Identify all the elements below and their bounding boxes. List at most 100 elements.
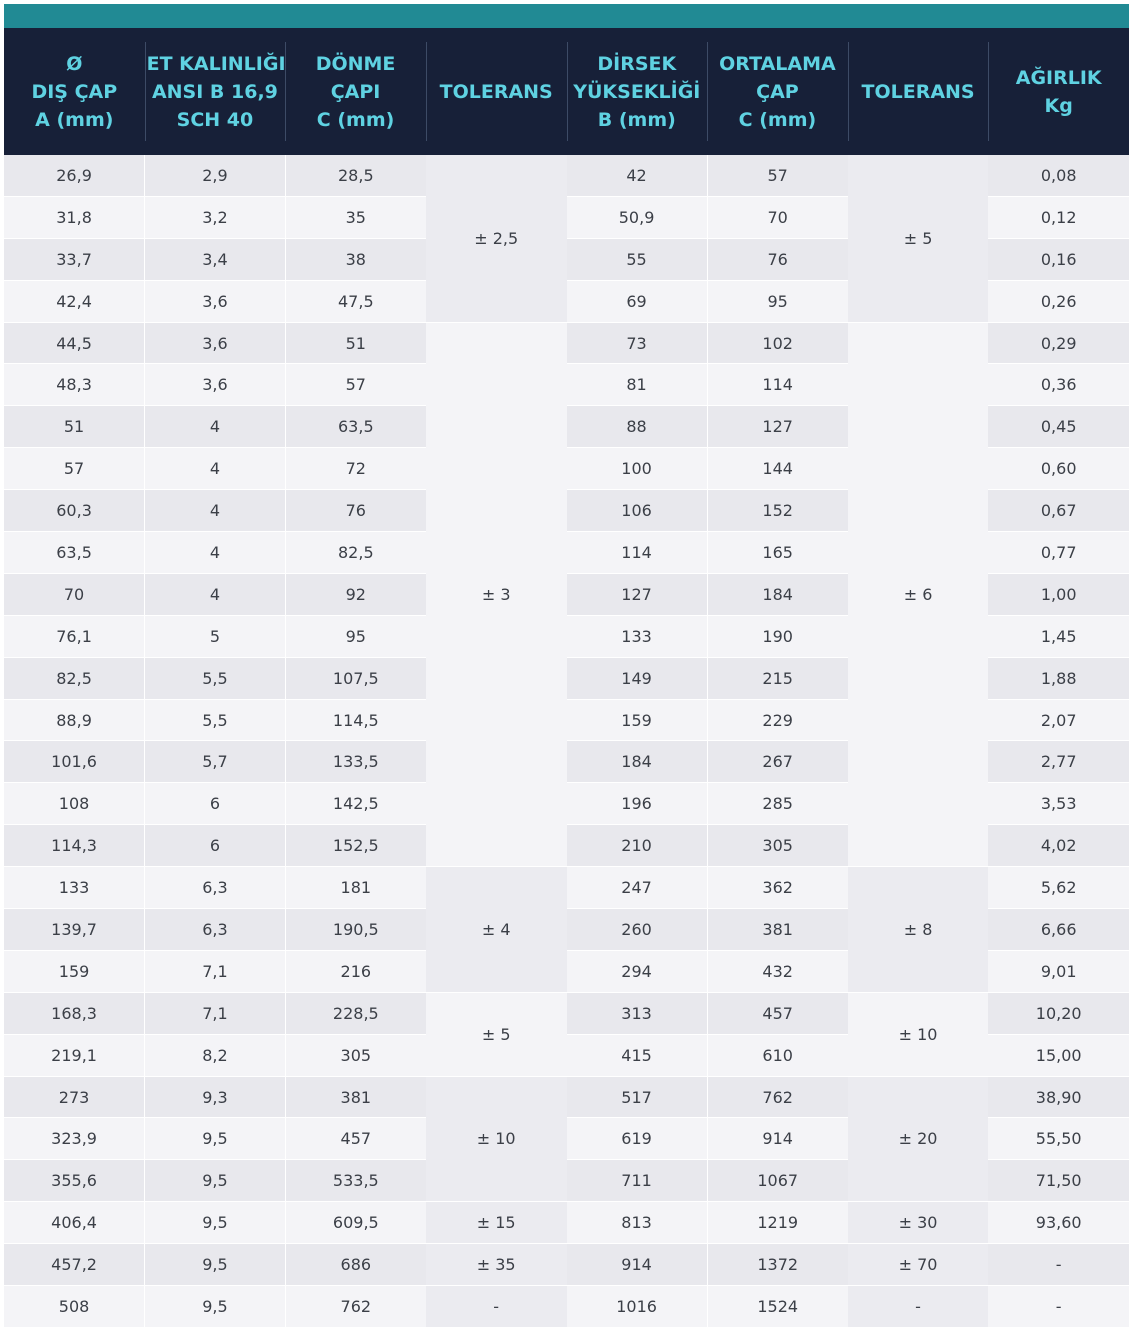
cell-bend-diameter: 133,5 [284, 740, 426, 784]
cell-outer-diameter: 108 [4, 782, 145, 826]
header-bend-diameter: DÖNME ÇAPI C (mm) [285, 28, 426, 155]
cell-weight: 15,00 [988, 1034, 1129, 1077]
cell-outer-diameter: 406,4 [4, 1201, 145, 1245]
cell-mean-diameter: 114 [706, 363, 848, 407]
table-row: 31,8 3,2 35 50,9 70 0,12 [4, 196, 1129, 239]
table-row: 273 9,3 381 ± 10 517 762 ± 20 38,90 [4, 1076, 1129, 1203]
cell-wall-thickness: 6 [144, 782, 286, 826]
cell-wall-thickness: 4 [144, 405, 286, 449]
cell-weight: 2,07 [988, 699, 1129, 742]
table-row: 133 6,3 181 ± 4 247 362 ± 8 5,62 [4, 866, 1129, 993]
header-line: C (mm) [316, 108, 395, 131]
table-row: 406,4 9,5 609,5 ± 15 813 1219 ± 30 93,60 [4, 1201, 1129, 1245]
cell-weight: 0,16 [988, 238, 1129, 281]
elbow-dimensions-table: Ø DIŞ ÇAP A (mm) ET KALINLIĞI ANSI B 16,9 SCH… [4, 28, 1129, 1328]
cell-wall-thickness: 9,5 [144, 1201, 286, 1245]
header-row: Ø DIŞ ÇAP A (mm) ET KALINLIĞI ANSI B 16,9 SCH… [4, 28, 1129, 155]
cell-bend-diameter: 762 [284, 1285, 426, 1328]
cell-tolerance-1: ± 35 [425, 1243, 567, 1287]
cell-outer-diameter: 31,8 [4, 196, 145, 239]
cell-wall-thickness: 9,5 [144, 1117, 286, 1161]
cell-mean-diameter: 1219 [706, 1201, 848, 1245]
cell-tolerance-1: ± 2,5 [425, 155, 567, 323]
cell-mean-diameter: 362 [706, 866, 848, 910]
cell-weight: - [988, 1243, 1129, 1287]
cell-wall-thickness: 3,2 [144, 196, 286, 239]
cell-elbow-height: 100 [566, 447, 708, 491]
table-row: 26,9 2,9 28,5 ± 2,5 42 57 ± 5 0,08 [4, 155, 1129, 323]
cell-bend-diameter: 63,5 [284, 405, 426, 449]
cell-tolerance-1: ± 3 [425, 322, 567, 868]
cell-bend-diameter: 107,5 [284, 657, 426, 700]
cell-mean-diameter: 165 [706, 531, 848, 574]
table-row: 101,6 5,7 133,5 184 267 2,77 [4, 740, 1129, 784]
cell-outer-diameter: 168,3 [4, 992, 145, 1035]
cell-outer-diameter: 76,1 [4, 615, 145, 658]
cell-outer-diameter: 114,3 [4, 824, 145, 868]
cell-mean-diameter: 267 [706, 740, 848, 784]
table-row: 57 4 72 100 144 0,60 [4, 447, 1129, 491]
cell-outer-diameter: 159 [4, 950, 145, 993]
header-line: SCH 40 [176, 108, 254, 131]
cell-wall-thickness: 9,5 [144, 1159, 286, 1203]
cell-mean-diameter: 914 [706, 1117, 848, 1161]
table-row: 508 9,5 762-1016 1524- - [4, 1285, 1129, 1328]
cell-mean-diameter: 70 [706, 196, 848, 239]
header-weight: AĞIRLIK Kg [988, 28, 1129, 155]
cell-outer-diameter: 42,4 [4, 280, 145, 323]
header-outer-diameter: Ø DIŞ ÇAP A (mm) [4, 28, 145, 155]
cell-weight: 4,02 [988, 824, 1129, 868]
table-row: 51 4 63,5 88 127 0,45 [4, 405, 1129, 449]
header-line: DÖNME [315, 52, 396, 75]
cell-outer-diameter: 70 [4, 573, 145, 616]
header-line: A (mm) [35, 108, 114, 131]
cell-elbow-height: 1016 [566, 1285, 708, 1328]
table-row: 159 7,1 216 294 432 9,01 [4, 950, 1129, 993]
cell-weight: 0,67 [988, 489, 1129, 533]
cell-mean-diameter: 432 [706, 950, 848, 993]
cell-mean-diameter: 184 [706, 573, 848, 616]
cell-wall-thickness: 5,5 [144, 657, 286, 700]
cell-weight: 1,88 [988, 657, 1129, 700]
elbow-dimensions-table-container: Ø DIŞ ÇAP A (mm) ET KALINLIĞI ANSI B 16,9 SCH… [4, 28, 1129, 1328]
cell-bend-diameter: 228,5 [284, 992, 426, 1035]
cell-weight: 5,62 [988, 866, 1129, 910]
cell-mean-diameter: 305 [706, 824, 848, 868]
cell-mean-diameter: 381 [706, 908, 848, 951]
cell-wall-thickness: 3,4 [144, 238, 286, 281]
cell-weight: 1,45 [988, 615, 1129, 658]
header-line: ÇAPI [330, 80, 381, 103]
header-line: DİRSEK [597, 52, 677, 75]
cell-mean-diameter: 762 [706, 1076, 848, 1119]
header-wall-thickness: ET KALINLIĞI ANSI B 16,9 SCH 40 [144, 28, 286, 155]
header-line: YÜKSEKLİĞİ [573, 80, 701, 103]
cell-wall-thickness: 5,5 [144, 699, 286, 742]
cell-mean-diameter: 457 [706, 992, 848, 1035]
cell-bend-diameter: 609,5 [284, 1201, 426, 1245]
cell-mean-diameter: 1372 [706, 1243, 848, 1287]
cell-mean-diameter: 76 [706, 238, 848, 281]
header-tolerance-1: TOLERANS [425, 28, 567, 155]
table-row: 114,3 6 152,5 210 305 4,02 [4, 824, 1129, 868]
cell-wall-thickness: 4 [144, 573, 286, 616]
cell-bend-diameter: 142,5 [284, 782, 426, 826]
header-line: C (mm) [738, 108, 817, 131]
cell-weight: 2,77 [988, 740, 1129, 784]
cell-mean-diameter: 229 [706, 699, 848, 742]
cell-outer-diameter: 60,3 [4, 489, 145, 533]
cell-elbow-height: 196 [566, 782, 708, 826]
cell-elbow-height: 294 [566, 950, 708, 993]
cell-wall-thickness: 7,1 [144, 992, 286, 1035]
table-row: 108 6 142,5 196 285 3,53 [4, 782, 1129, 826]
cell-bend-diameter: 28,5 [284, 155, 426, 197]
cell-elbow-height: 247 [566, 866, 708, 910]
cell-outer-diameter: 63,5 [4, 531, 145, 574]
cell-wall-thickness: 5 [144, 615, 286, 658]
cell-bend-diameter: 190,5 [284, 908, 426, 951]
cell-weight: 0,77 [988, 531, 1129, 574]
top-accent-band [4, 4, 1129, 28]
cell-wall-thickness: 7,1 [144, 950, 286, 993]
cell-mean-diameter: 1524 [706, 1285, 848, 1328]
cell-elbow-height: 106 [566, 489, 708, 533]
table-header: Ø DIŞ ÇAP A (mm) ET KALINLIĞI ANSI B 16,9 SCH… [4, 28, 1129, 155]
